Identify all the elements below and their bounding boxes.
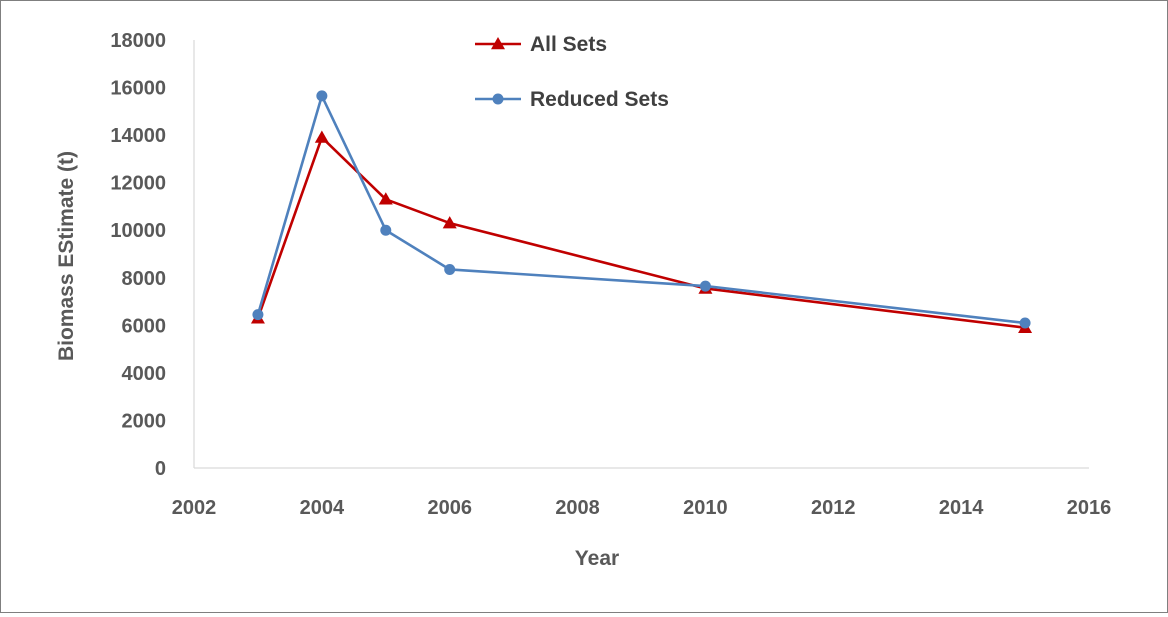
series-reduced-sets: [252, 90, 1031, 329]
x-tick-label: 2016: [1067, 497, 1112, 519]
y-axis-title: Biomass EStimate (t): [55, 151, 78, 361]
data-point-reduced-sets: [252, 309, 264, 321]
y-tick-label: 8000: [122, 268, 167, 290]
data-point-reduced-sets: [380, 224, 392, 236]
x-tick-label: 2008: [555, 497, 600, 519]
legend: All Sets Reduced Sets: [475, 33, 669, 111]
data-point-reduced-sets: [316, 90, 328, 102]
y-tick-label: 2000: [122, 410, 167, 432]
y-tick-label: 14000: [110, 125, 166, 147]
series-all-sets: [250, 130, 1033, 333]
x-tick-label: 2004: [300, 497, 345, 519]
legend-label-reduced-sets: Reduced Sets: [530, 88, 669, 111]
data-point-reduced-sets: [1019, 317, 1031, 329]
axes: [193, 40, 1089, 469]
data-point-all-sets: [314, 130, 329, 143]
x-tick-label: 2010: [683, 497, 728, 519]
x-axis-tick-labels: 2002 2004 2006 2008 2010 2012 2014 2016: [172, 497, 1112, 519]
y-tick-label: 6000: [122, 315, 167, 337]
y-axis-tick-labels: 0 2000 4000 6000 8000 10000 12000 14000 16000 180…: [110, 30, 166, 480]
data-point-all-sets: [378, 192, 393, 205]
x-axis-title: Year: [575, 547, 619, 570]
data-point-reduced-sets: [444, 263, 456, 275]
legend-marker-all-sets: [491, 37, 505, 50]
legend-item-all-sets: All Sets: [475, 33, 607, 56]
y-tick-label: 16000: [110, 78, 166, 100]
y-tick-label: 0: [155, 458, 166, 480]
data-point-all-sets: [442, 216, 457, 229]
series-line-all-sets: [256, 136, 1026, 330]
y-tick-label: 12000: [110, 173, 166, 195]
x-tick-label: 2014: [939, 497, 984, 519]
series-plot-area: [250, 90, 1033, 333]
legend-marker-reduced-sets: [492, 93, 504, 105]
y-tick-label: 4000: [122, 363, 167, 385]
x-tick-label: 2012: [811, 497, 856, 519]
x-tick-label: 2006: [427, 497, 472, 519]
legend-label-all-sets: All Sets: [530, 33, 607, 56]
y-tick-label: 18000: [110, 30, 166, 52]
x-tick-label: 2002: [172, 497, 217, 519]
y-tick-label: 10000: [110, 220, 166, 242]
legend-item-reduced-sets: Reduced Sets: [475, 88, 669, 111]
series-line-reduced-sets: [256, 94, 1026, 325]
data-point-reduced-sets: [699, 280, 711, 292]
